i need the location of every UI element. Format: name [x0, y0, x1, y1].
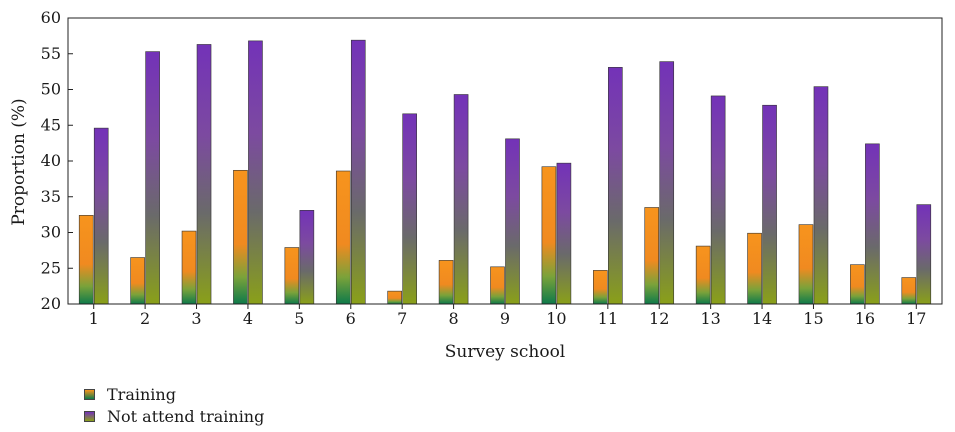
x-tick-label: 2 [140, 309, 150, 328]
y-tick-label: 25 [41, 258, 61, 277]
legend-item-not-attend-training: Not attend training [84, 405, 264, 427]
x-tick-label: 15 [803, 309, 823, 328]
bar-not-attend-training-school-6 [350, 39, 366, 305]
legend-swatch-training [84, 388, 95, 400]
y-tick-label: 55 [41, 44, 61, 63]
bar-training-school-17 [901, 277, 917, 305]
legend-label-not-attend-training: Not attend training [107, 406, 265, 426]
y-tick-label: 60 [41, 8, 61, 27]
x-tick-label: 13 [700, 309, 720, 328]
x-tick-label: 6 [346, 309, 356, 328]
x-tick-label: 8 [448, 309, 458, 328]
bar-not-attend-training-school-14 [762, 104, 777, 305]
bar-training-school-8 [438, 260, 454, 305]
bar-not-attend-training-school-10 [556, 162, 572, 305]
y-tick-label: 50 [41, 80, 61, 99]
bar-training-school-11 [593, 270, 608, 305]
bar-not-attend-training-school-4 [248, 40, 263, 305]
x-tick-label: 16 [855, 309, 875, 328]
y-axis-title: Proportion (%) [9, 98, 29, 225]
bar-training-school-12 [644, 207, 660, 305]
bar-not-attend-training-school-8 [453, 94, 469, 305]
bar-not-attend-training-school-1 [93, 127, 109, 305]
bar-training-school-9 [490, 266, 505, 305]
bar-not-attend-training-school-5 [299, 210, 315, 305]
axes-group: 1 2 3 4 5 6 7 8 9 10 11 12 13 14 15 16 17202530354045505… [41, 8, 943, 328]
x-tick-label: 1 [89, 309, 99, 328]
x-axis-title: Survey school [445, 342, 566, 362]
legend: Training Not attend training [84, 383, 264, 427]
x-tick-label: 4 [243, 309, 253, 328]
bars-group [78, 39, 932, 305]
bar-training-school-2 [130, 257, 145, 305]
bar-not-attend-training-school-2 [145, 51, 160, 305]
bar-not-attend-training-school-17 [916, 204, 932, 305]
bar-not-attend-training-school-13 [710, 95, 726, 305]
x-tick-label: 14 [752, 309, 772, 328]
bar-training-school-13 [695, 245, 711, 305]
x-tick-label: 5 [294, 309, 304, 328]
bar-training-school-3 [181, 230, 197, 305]
bar-training-school-6 [335, 170, 351, 305]
x-tick-label: 3 [191, 309, 201, 328]
y-tick-label: 20 [41, 294, 61, 313]
bar-training-school-16 [850, 264, 865, 305]
bar-not-attend-training-school-16 [865, 143, 880, 305]
bar-training-school-5 [284, 247, 300, 305]
legend-item-training: Training [84, 383, 264, 405]
y-tick-label: 35 [41, 187, 61, 206]
x-tick-label: 9 [500, 309, 510, 328]
bar-not-attend-training-school-3 [196, 44, 212, 305]
bar-not-attend-training-school-9 [505, 138, 520, 305]
plot-frame [67, 17, 943, 305]
chart-area: 1 2 3 4 5 6 7 8 9 10 11 12 13 14 15 16 17202530354045505… [9, 8, 943, 362]
bar-training-school-4 [233, 169, 248, 305]
bar-training-school-15 [798, 224, 814, 305]
bar-not-attend-training-school-11 [608, 67, 623, 305]
bar-training-school-14 [747, 232, 762, 305]
x-tick-label: 12 [649, 309, 669, 328]
legend-label-training: Training [107, 384, 176, 404]
bar-training-school-1 [78, 215, 94, 305]
y-tick-label: 45 [41, 115, 61, 134]
x-tick-label: 11 [598, 309, 618, 328]
x-tick-label: 7 [397, 309, 407, 328]
bar-not-attend-training-school-7 [402, 113, 417, 305]
bar-not-attend-training-school-12 [659, 61, 675, 305]
x-tick-label: 10 [546, 309, 566, 328]
bar-training-school-10 [541, 166, 557, 305]
bar-training-school-7 [387, 290, 402, 305]
legend-swatch-not-attend-training [84, 410, 95, 422]
y-tick-label: 40 [41, 151, 61, 170]
x-tick-label: 17 [906, 309, 926, 328]
bar-not-attend-training-school-15 [813, 86, 829, 305]
y-tick-label: 30 [41, 223, 61, 242]
